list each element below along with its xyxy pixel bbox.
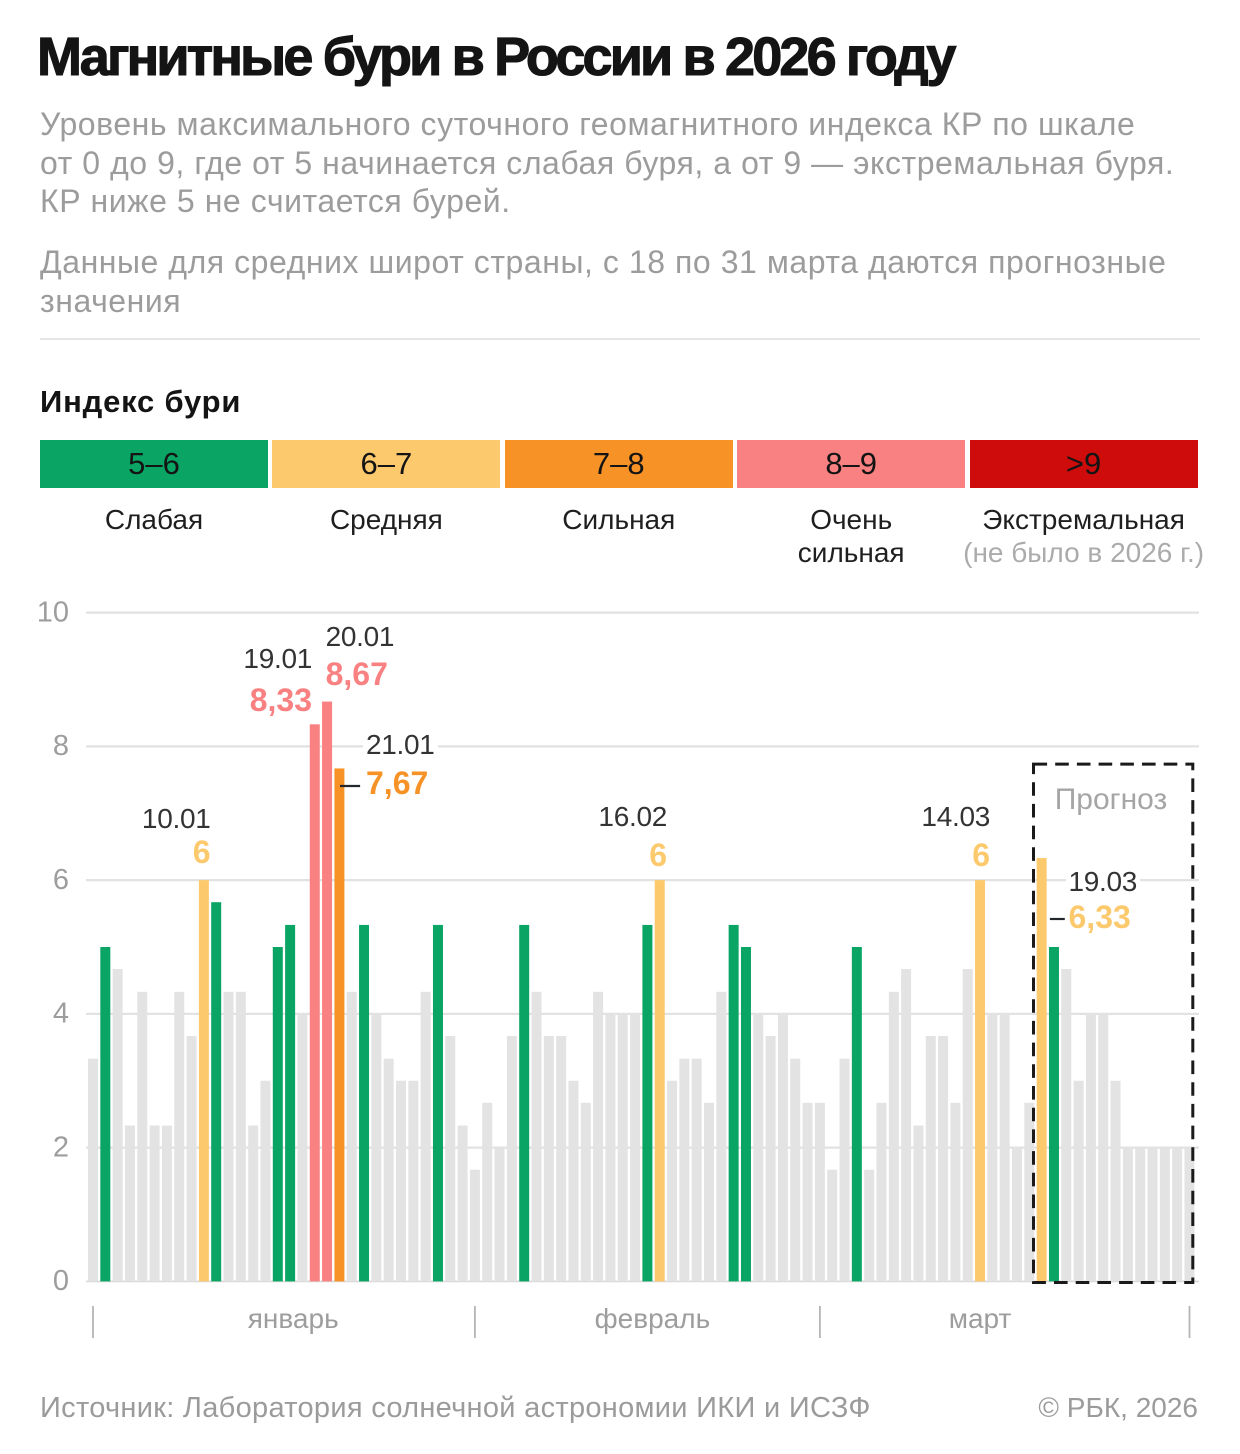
svg-text:январь: январь (248, 1303, 339, 1334)
svg-text:февраль: февраль (595, 1303, 711, 1334)
svg-text:8: 8 (53, 730, 69, 762)
svg-text:4: 4 (53, 998, 69, 1030)
svg-text:март: март (949, 1303, 1012, 1334)
svg-text:2: 2 (53, 1131, 69, 1163)
svg-text:0: 0 (53, 1265, 69, 1297)
svg-text:10: 10 (37, 596, 69, 628)
svg-text:Прогноз: Прогноз (1055, 783, 1168, 816)
svg-text:6: 6 (53, 864, 69, 896)
